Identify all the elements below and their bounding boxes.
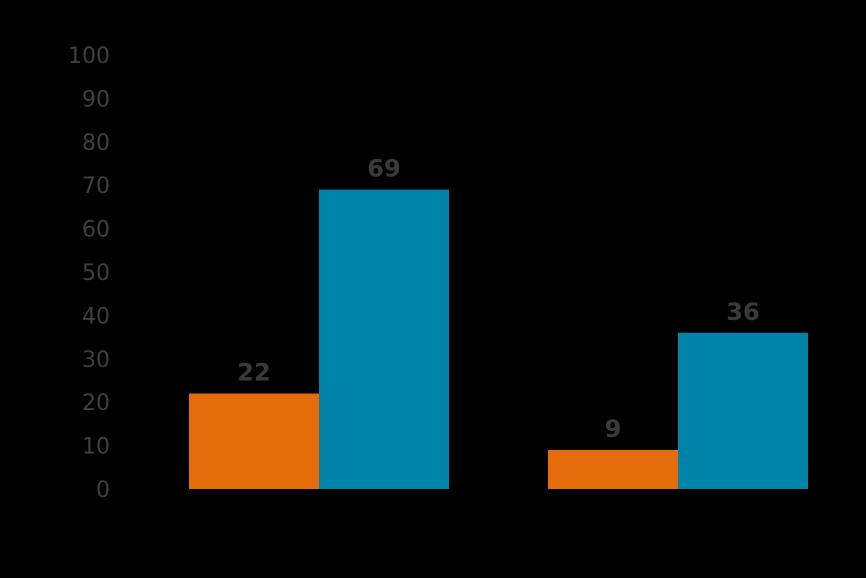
y-tick-label: 10 [82, 435, 110, 460]
data-label: 9 [605, 415, 622, 443]
y-tick-label: 50 [82, 261, 110, 286]
y-tick-label: 40 [82, 304, 110, 329]
y-tick-label: 60 [82, 218, 110, 243]
y-tick-label: 20 [82, 391, 110, 416]
y-tick-label: 80 [82, 131, 110, 156]
data-label: 36 [726, 298, 759, 326]
bar-series-1-group-2 [548, 449, 678, 489]
data-label: 22 [237, 359, 270, 387]
bars [189, 189, 808, 490]
data-labels: 22 69 9 36 [237, 155, 759, 443]
bar-series-2-group-1 [319, 189, 449, 490]
bar-series-1-group-1 [189, 393, 319, 489]
y-tick-label: 90 [82, 87, 110, 112]
y-tick-label: 30 [82, 348, 110, 373]
y-tick-label: 100 [68, 44, 110, 69]
y-axis: 0 10 20 30 40 50 60 70 80 90 100 [68, 44, 110, 503]
bar-series-2-group-2 [678, 332, 808, 489]
y-tick-label: 0 [96, 478, 110, 503]
data-label: 69 [367, 155, 400, 183]
y-tick-label: 70 [82, 174, 110, 199]
